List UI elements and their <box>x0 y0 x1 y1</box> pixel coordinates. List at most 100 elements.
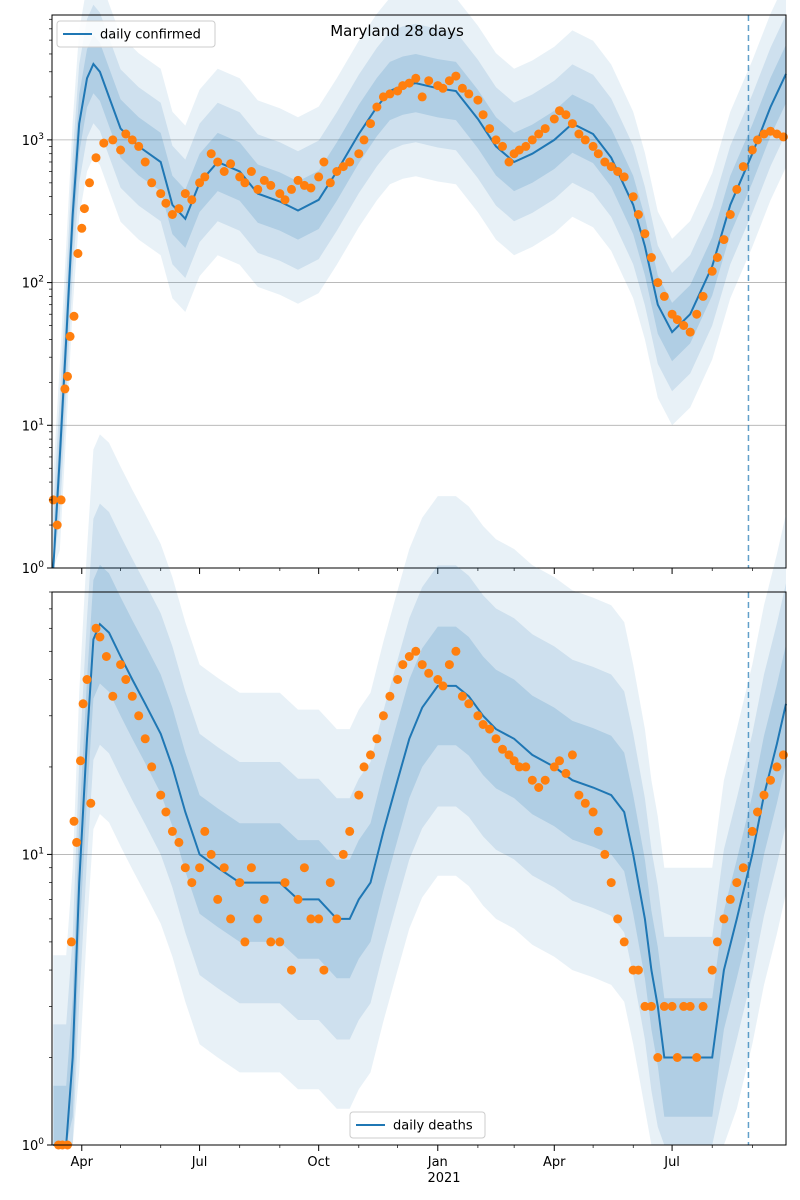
observed-point <box>404 652 414 661</box>
observed-point <box>485 724 495 734</box>
observed-point <box>593 149 603 159</box>
observed-point <box>140 157 150 167</box>
observed-point <box>161 807 171 817</box>
observed-point <box>259 894 269 904</box>
observed-point <box>108 691 118 701</box>
observed-point <box>619 172 629 182</box>
observed-point <box>698 291 708 301</box>
observed-point <box>219 167 229 176</box>
x-tick-label: Jan <box>427 1155 448 1170</box>
observed-point <box>646 253 656 262</box>
observed-point <box>707 266 717 276</box>
observed-point <box>633 965 643 975</box>
observed-point <box>69 311 79 321</box>
observed-point <box>246 863 256 873</box>
observed-point <box>567 750 577 760</box>
bottom-x-ticks: Apr Jul Oct Jan Apr Jul <box>71 1145 753 1170</box>
observed-point <box>372 102 382 112</box>
observed-point <box>619 937 629 947</box>
y-tick-exponent: 3 <box>38 132 44 142</box>
observed-point <box>725 210 735 219</box>
observed-point <box>235 172 245 182</box>
observed-point <box>66 937 76 947</box>
observed-point <box>521 141 531 151</box>
uncertainty-band <box>53 0 786 568</box>
observed-point <box>712 253 722 262</box>
y-tick-exponent: 2 <box>38 275 44 285</box>
observed-point <box>640 229 650 239</box>
x-tick-label: Oct <box>307 1155 329 1170</box>
observed-point <box>555 106 564 116</box>
observed-point <box>679 321 689 330</box>
observed-point <box>640 1001 650 1011</box>
observed-point <box>134 711 144 721</box>
observed-point <box>253 914 263 924</box>
observed-point <box>116 660 126 670</box>
observed-point <box>91 623 101 633</box>
x-tick-label: Apr <box>71 1155 94 1170</box>
observed-point <box>778 750 788 760</box>
observed-point <box>52 520 62 530</box>
observed-point <box>424 76 434 86</box>
observed-point <box>101 652 111 661</box>
observed-point <box>411 646 421 656</box>
observed-point <box>574 129 584 139</box>
observed-point <box>359 135 369 145</box>
observed-point <box>527 135 537 145</box>
observed-point <box>504 750 514 760</box>
observed-point <box>753 807 762 817</box>
observed-point <box>580 135 590 145</box>
observed-point <box>464 89 474 99</box>
observed-point <box>549 114 559 124</box>
observed-point <box>56 495 66 505</box>
observed-point <box>246 167 256 176</box>
observed-point <box>606 878 616 888</box>
observed-point <box>156 189 166 199</box>
observed-point <box>108 135 118 145</box>
observed-point <box>174 837 184 847</box>
observed-point <box>378 711 388 721</box>
observed-point <box>99 138 109 148</box>
observed-point <box>411 73 421 83</box>
observed-point <box>167 210 177 219</box>
observed-point <box>259 175 269 185</box>
uncertainty-band <box>53 503 787 1146</box>
observed-point <box>679 1001 689 1011</box>
observed-point <box>534 783 544 792</box>
observed-point <box>719 914 729 924</box>
observed-point <box>134 141 144 151</box>
observed-point <box>600 849 610 859</box>
observed-point <box>417 660 427 670</box>
observed-point <box>555 756 564 766</box>
observed-point <box>77 223 87 233</box>
x-tick-label: Apr <box>543 1155 566 1170</box>
top-legend[interactable]: daily confirmed <box>56 20 216 48</box>
observed-point <box>345 826 355 836</box>
observed-point <box>692 1053 702 1062</box>
x-axis-year-label: 2021 <box>427 1171 460 1186</box>
observed-point <box>60 384 70 394</box>
observed-point <box>338 162 348 172</box>
observed-point <box>240 178 250 188</box>
observed-point <box>738 863 748 873</box>
observed-point <box>633 210 643 219</box>
observed-point <box>707 965 717 975</box>
observed-point <box>491 734 501 744</box>
observed-point <box>299 863 309 873</box>
observed-point <box>561 110 571 120</box>
bottom-legend[interactable]: daily deaths <box>349 1111 486 1139</box>
observed-point <box>457 691 467 701</box>
observed-point <box>354 149 364 159</box>
observed-point <box>293 894 303 904</box>
observed-point <box>287 184 296 194</box>
observed-point <box>226 914 236 924</box>
observed-point <box>424 668 434 678</box>
observed-point <box>719 235 729 245</box>
observed-point <box>219 863 229 873</box>
observed-point <box>580 798 590 808</box>
x-tick-label: Jul <box>191 1155 208 1170</box>
bottom-uncertainty-bands <box>53 434 787 1146</box>
observed-point <box>359 762 369 772</box>
observed-point <box>653 1053 663 1062</box>
